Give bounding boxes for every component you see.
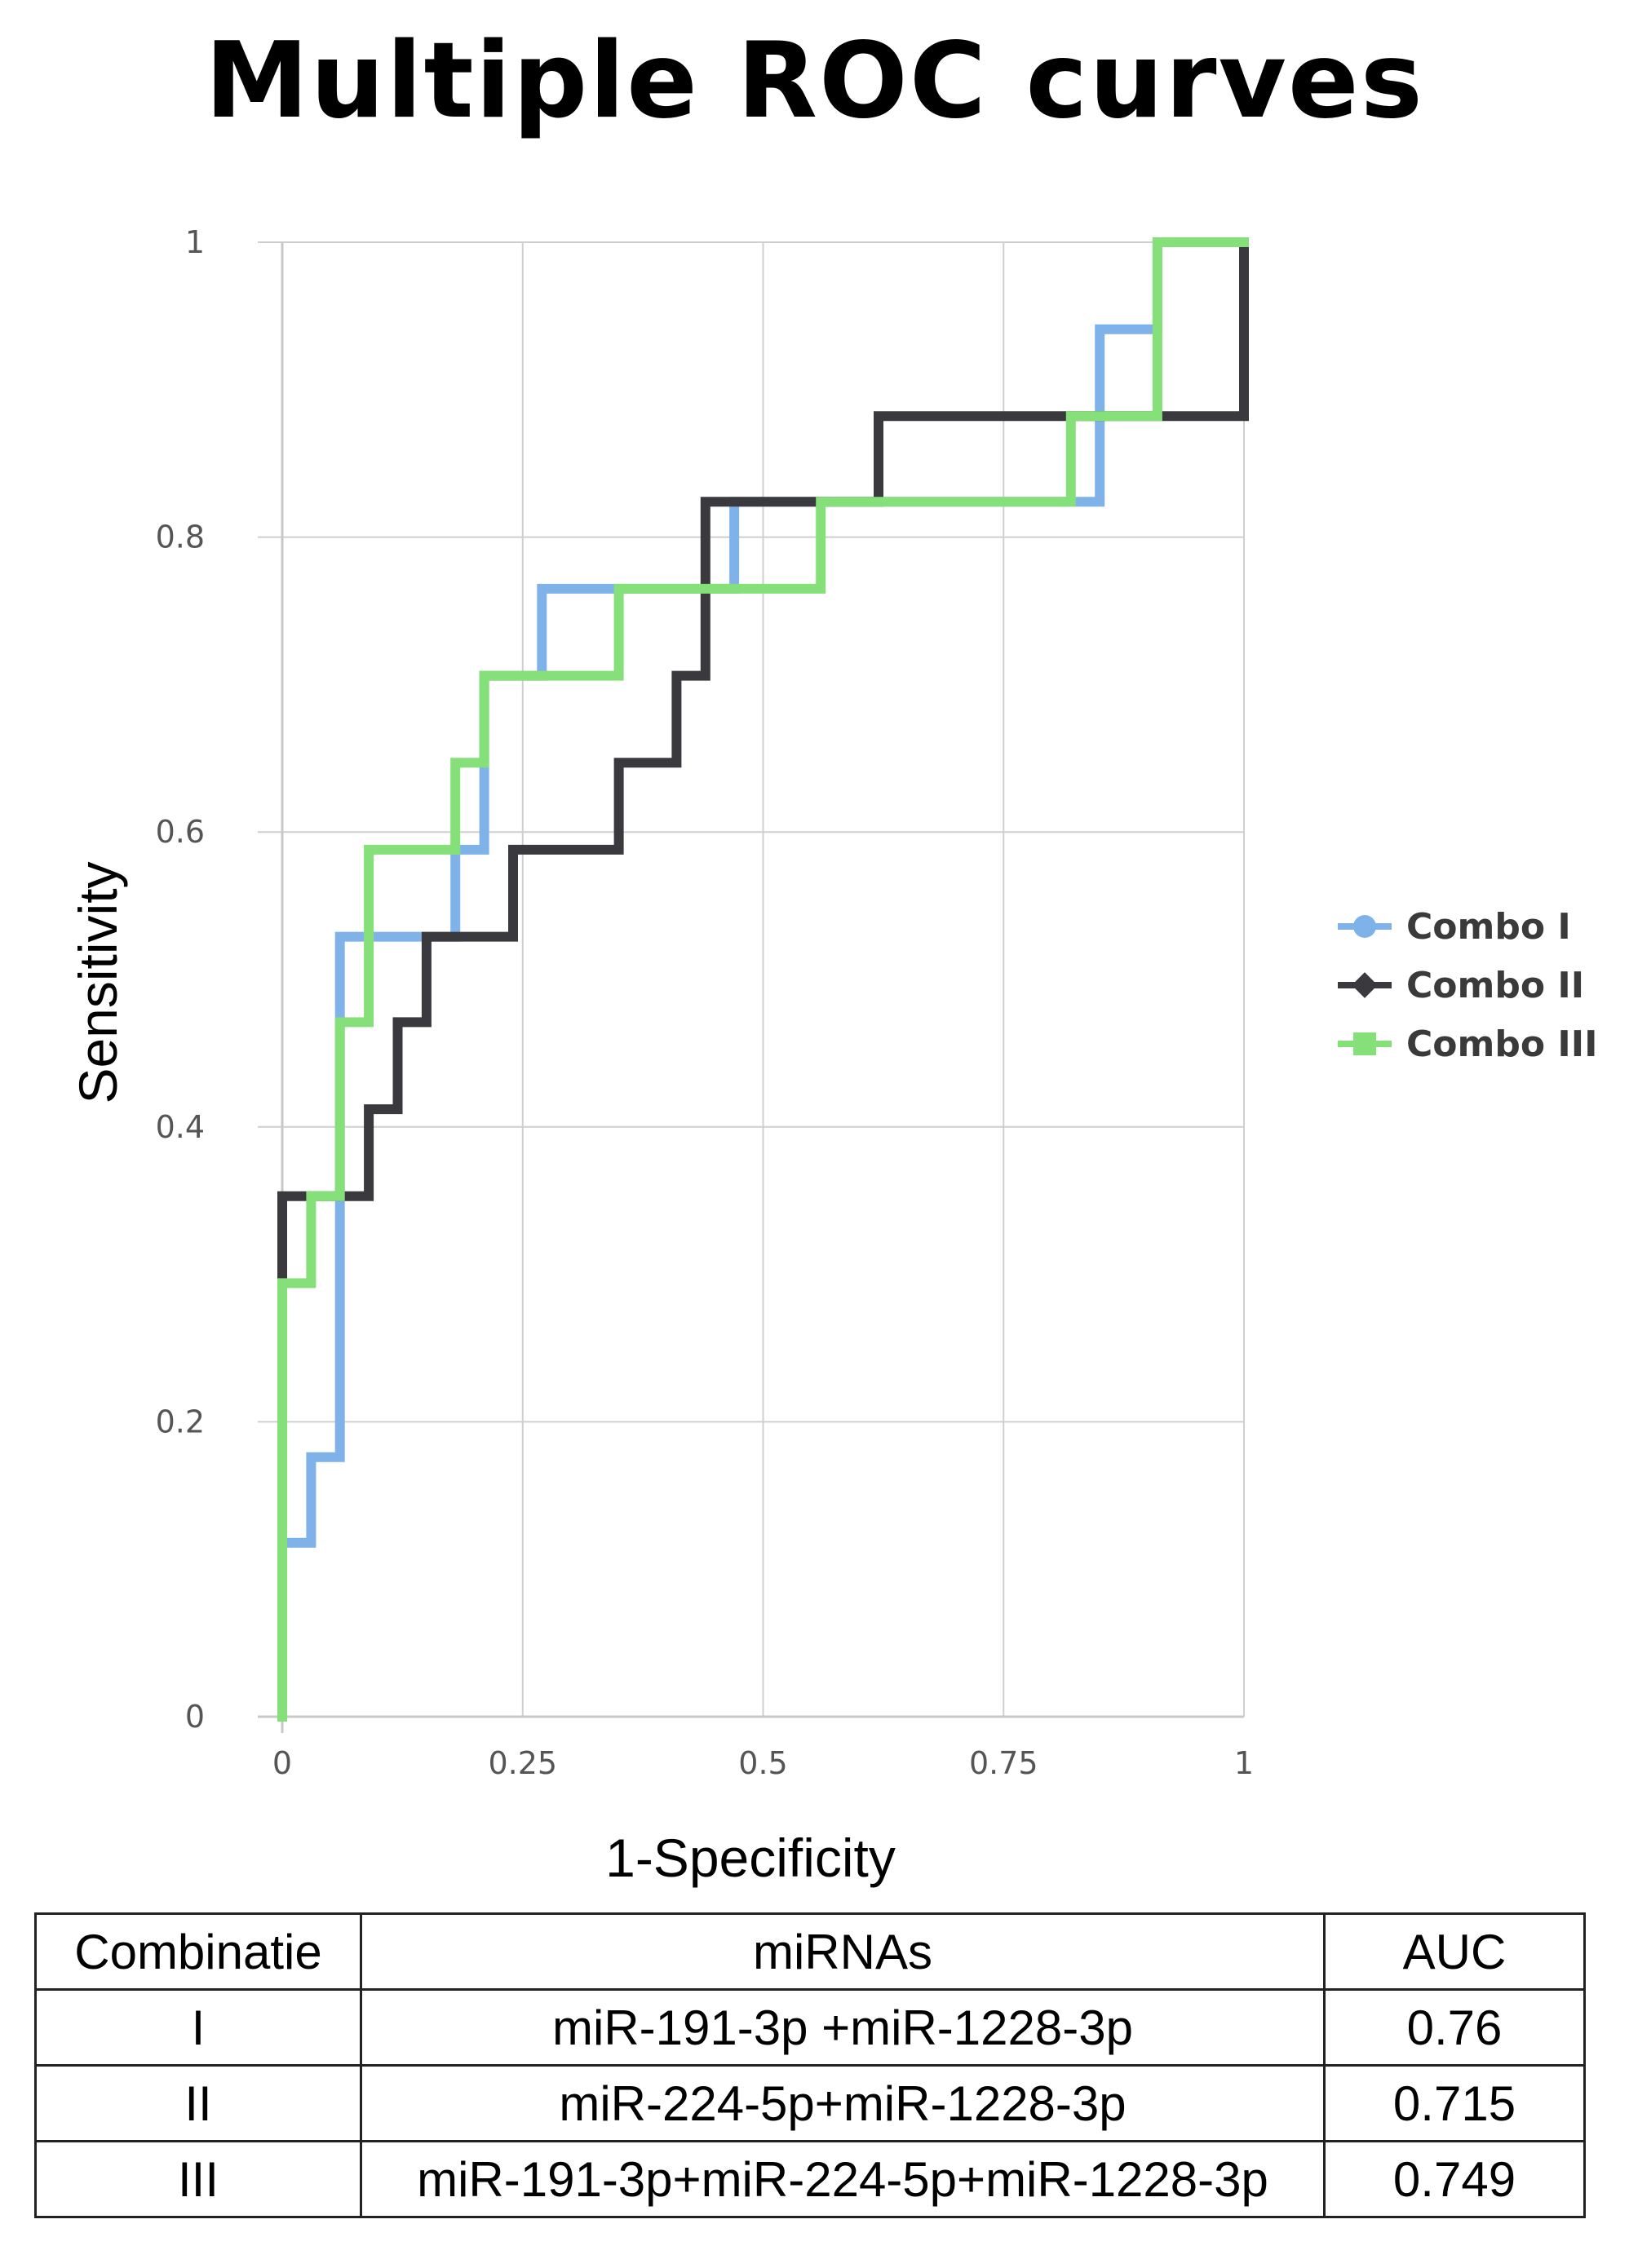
table-header-row: Combinatie miRNAs AUC (34, 1912, 1586, 1991)
legend-item-combo-i: Combo I (1338, 897, 1598, 956)
square-marker-icon (1353, 1032, 1376, 1055)
roc-line-combo-iii (277, 237, 1249, 1722)
x-tick-label: 0.25 (488, 1745, 557, 1781)
x-tick-label: 1 (1234, 1745, 1254, 1781)
legend-swatch-combo-ii (1338, 969, 1392, 1001)
col-header-combinatie: Combinatie (34, 1912, 362, 1991)
cell-auc: 0.749 (1323, 2140, 1586, 2218)
cell-mirnas: miR-191-3p +miR-1228-3p (360, 1988, 1326, 2067)
legend-label-combo-iii: Combo III (1406, 1023, 1598, 1065)
x-tick-label: 0 (272, 1745, 292, 1781)
cell-auc: 0.76 (1323, 1988, 1586, 2067)
series-layer (277, 237, 1249, 1722)
cell-mirnas: miR-191-3p+miR-224-5p+miR-1228-3p (360, 2140, 1326, 2218)
table-row: II miR-224-5p+miR-1228-3p 0.715 (34, 2064, 1586, 2142)
auc-table: Combinatie miRNAs AUC I miR-191-3p +miR-… (34, 1912, 1586, 2218)
cell-combinatie: I (34, 1988, 362, 2067)
cell-combinatie: II (34, 2064, 362, 2142)
x-tick-label: 0.5 (738, 1745, 787, 1781)
table-row: I miR-191-3p +miR-1228-3p 0.76 (34, 1988, 1586, 2067)
y-tick-label: 0 (185, 1699, 205, 1735)
legend-swatch-combo-iii (1338, 1028, 1392, 1060)
y-tick-label: 1 (185, 224, 205, 260)
legend-item-combo-ii: Combo II (1338, 956, 1598, 1015)
circle-marker-icon (1353, 915, 1376, 938)
x-axis-label: 1-Specificity (605, 1828, 896, 1888)
y-tick-label: 0.8 (156, 519, 205, 555)
y-axis-label: Sensitivity (68, 861, 128, 1104)
chart-title: Multiple ROC curves (205, 20, 1424, 142)
grid-layer (258, 241, 1245, 1733)
cell-combinatie: III (34, 2140, 362, 2218)
col-header-mirnas: miRNAs (360, 1912, 1326, 1991)
x-tick-label: 0.75 (969, 1745, 1038, 1781)
diamond-marker-icon (1352, 972, 1378, 998)
legend-label-combo-ii: Combo II (1406, 964, 1585, 1006)
roc-plot: 0 0.25 0.5 0.75 1 0 0.2 0.4 0.6 0.8 1 (156, 224, 1255, 1781)
legend: Combo I Combo II Combo III (1338, 897, 1598, 1073)
y-tick-label: 0.2 (156, 1404, 205, 1439)
table-row: III miR-191-3p+miR-224-5p+miR-1228-3p 0.… (34, 2140, 1586, 2218)
legend-item-combo-iii: Combo III (1338, 1015, 1598, 1073)
y-tick-label: 0.6 (156, 814, 205, 850)
legend-label-combo-i: Combo I (1406, 905, 1571, 948)
cell-mirnas: miR-224-5p+miR-1228-3p (360, 2064, 1326, 2142)
y-tick-label: 0.4 (156, 1109, 205, 1145)
col-header-auc: AUC (1323, 1912, 1586, 1991)
cell-auc: 0.715 (1323, 2064, 1586, 2142)
legend-swatch-combo-i (1338, 910, 1392, 943)
tick-layer: 0 0.25 0.5 0.75 1 0 0.2 0.4 0.6 0.8 1 (156, 224, 1255, 1781)
